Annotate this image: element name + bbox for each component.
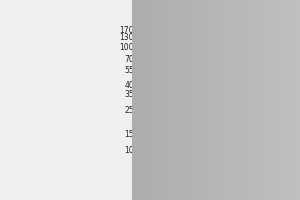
Text: 70: 70 <box>124 55 134 64</box>
Text: 15: 15 <box>124 130 134 139</box>
FancyBboxPatch shape <box>193 106 236 116</box>
Text: 55: 55 <box>124 66 134 75</box>
Text: 40: 40 <box>124 81 134 90</box>
Bar <box>140 24 270 178</box>
Text: 35: 35 <box>124 90 134 99</box>
Text: 100: 100 <box>119 43 134 52</box>
Text: 170: 170 <box>119 26 134 35</box>
Text: 130: 130 <box>119 33 134 42</box>
Text: 10: 10 <box>124 146 134 155</box>
Text: 25: 25 <box>124 106 134 115</box>
